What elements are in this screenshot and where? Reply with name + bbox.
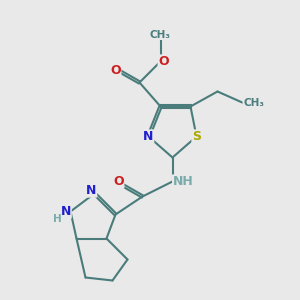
Text: N: N (86, 184, 97, 197)
Text: O: O (113, 175, 124, 188)
Text: NH: NH (172, 175, 194, 188)
Text: O: O (158, 55, 169, 68)
Text: CH₃: CH₃ (150, 29, 171, 40)
Text: N: N (143, 130, 154, 143)
Text: N: N (61, 205, 71, 218)
Text: CH₃: CH₃ (243, 98, 264, 109)
Text: S: S (192, 130, 201, 143)
Text: O: O (110, 64, 121, 77)
Text: H: H (52, 214, 62, 224)
